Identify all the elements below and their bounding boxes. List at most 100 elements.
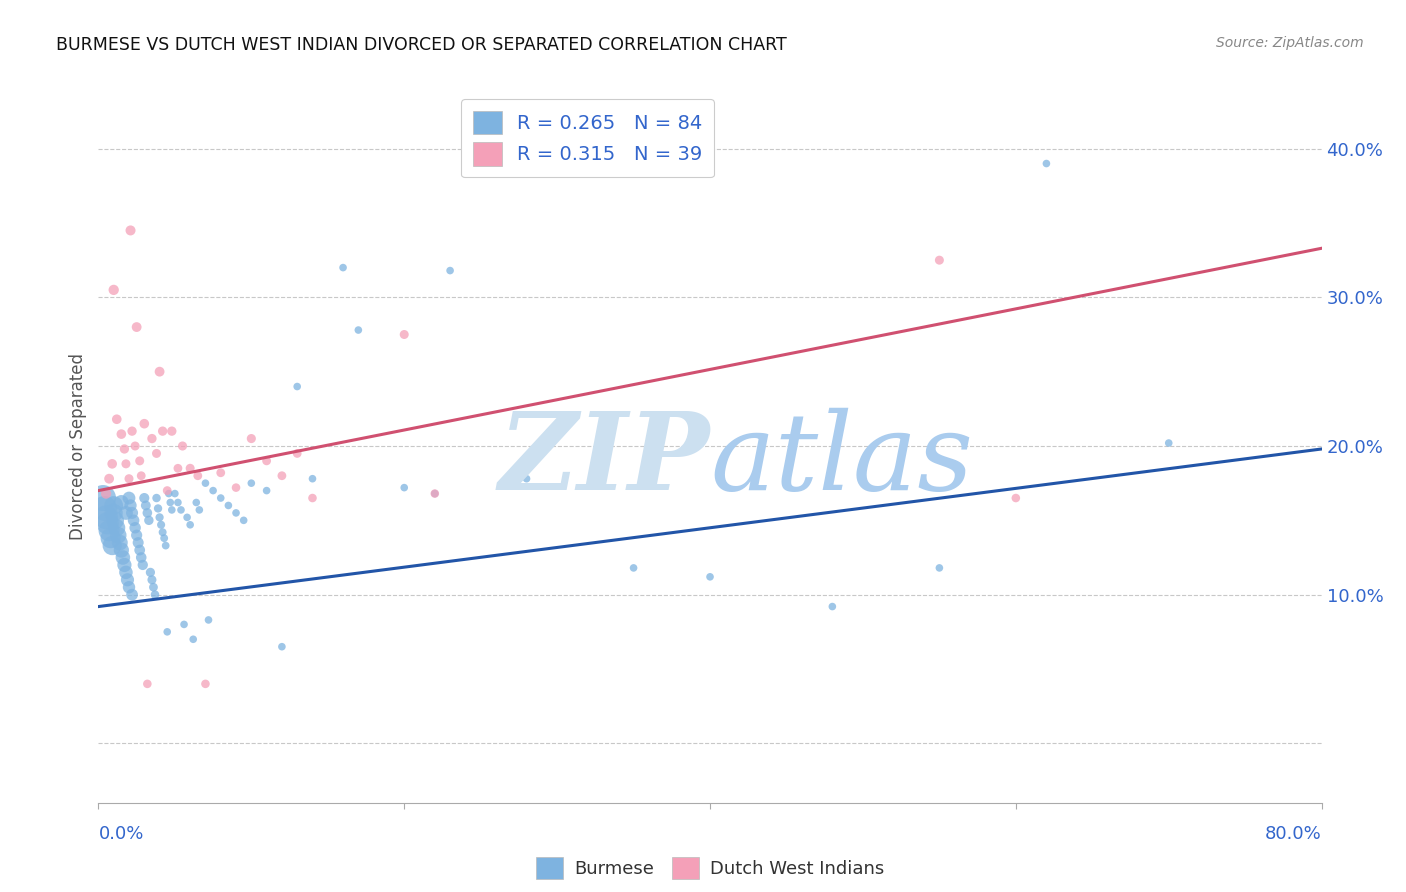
Point xyxy=(139,566,162,580)
Text: 0.0%: 0.0% xyxy=(98,825,143,843)
Point xyxy=(121,506,143,520)
Point xyxy=(172,439,194,453)
Text: 80.0%: 80.0% xyxy=(1265,825,1322,843)
Point xyxy=(101,539,124,553)
Point xyxy=(623,561,645,575)
Point xyxy=(108,535,131,549)
Point xyxy=(142,580,165,594)
Point xyxy=(157,486,180,500)
Point xyxy=(117,573,139,587)
Point xyxy=(124,439,146,453)
Point xyxy=(209,491,232,505)
Point xyxy=(423,486,446,500)
Point xyxy=(159,495,181,509)
Point xyxy=(98,472,121,486)
Point xyxy=(115,457,138,471)
Point xyxy=(1004,491,1026,505)
Point xyxy=(1035,156,1057,170)
Text: BURMESE VS DUTCH WEST INDIAN DIVORCED OR SEPARATED CORRELATION CHART: BURMESE VS DUTCH WEST INDIAN DIVORCED OR… xyxy=(56,36,787,54)
Point xyxy=(240,432,263,446)
Point xyxy=(104,513,127,527)
Point xyxy=(138,513,160,527)
Point xyxy=(110,495,132,509)
Point xyxy=(285,379,308,393)
Point xyxy=(256,483,278,498)
Point xyxy=(194,476,217,491)
Point xyxy=(179,517,201,532)
Point xyxy=(125,320,148,334)
Point xyxy=(179,461,201,475)
Legend: R = 0.265   N = 84, R = 0.315   N = 39: R = 0.265 N = 84, R = 0.315 N = 39 xyxy=(461,99,714,178)
Point xyxy=(118,491,141,505)
Point xyxy=(270,640,292,654)
Point xyxy=(240,476,263,491)
Point xyxy=(160,424,183,438)
Point xyxy=(134,491,156,505)
Point xyxy=(187,468,209,483)
Point xyxy=(118,580,141,594)
Point xyxy=(928,253,950,268)
Point xyxy=(145,491,167,505)
Point xyxy=(115,566,138,580)
Point xyxy=(181,632,204,647)
Point xyxy=(150,517,173,532)
Point xyxy=(135,499,157,513)
Y-axis label: Divorced or Separated: Divorced or Separated xyxy=(69,352,87,540)
Point xyxy=(110,427,132,442)
Point xyxy=(209,466,232,480)
Point xyxy=(225,481,247,495)
Point xyxy=(392,481,416,495)
Point xyxy=(256,454,278,468)
Point xyxy=(120,223,142,237)
Point xyxy=(699,570,721,584)
Point xyxy=(141,432,163,446)
Point xyxy=(94,510,117,524)
Point xyxy=(122,513,145,527)
Point xyxy=(186,495,208,509)
Point xyxy=(136,506,159,520)
Point xyxy=(928,561,950,575)
Point xyxy=(197,613,219,627)
Point xyxy=(516,472,538,486)
Point xyxy=(155,539,177,553)
Point xyxy=(112,558,135,572)
Point xyxy=(127,535,149,549)
Point xyxy=(128,454,150,468)
Point xyxy=(105,412,128,426)
Point xyxy=(149,510,172,524)
Point xyxy=(188,503,211,517)
Point xyxy=(129,468,152,483)
Point xyxy=(143,588,166,602)
Text: atlas: atlas xyxy=(710,408,973,513)
Point xyxy=(392,327,416,342)
Point xyxy=(202,483,225,498)
Point xyxy=(153,531,176,545)
Point xyxy=(232,513,254,527)
Point xyxy=(112,442,135,456)
Text: Source: ZipAtlas.com: Source: ZipAtlas.com xyxy=(1216,36,1364,50)
Point xyxy=(120,499,142,513)
Point xyxy=(156,483,179,498)
Point xyxy=(103,499,125,513)
Point xyxy=(149,365,172,379)
Point xyxy=(136,677,159,691)
Point xyxy=(129,550,152,565)
Point xyxy=(170,503,193,517)
Point xyxy=(332,260,354,275)
Point xyxy=(103,506,125,520)
Point xyxy=(101,457,124,471)
Point xyxy=(121,588,143,602)
Point xyxy=(439,263,461,277)
Point xyxy=(152,424,174,438)
Point xyxy=(167,461,190,475)
Point xyxy=(145,446,167,460)
Point xyxy=(91,491,114,505)
Point xyxy=(194,677,217,691)
Point xyxy=(146,501,169,516)
Point xyxy=(301,472,323,486)
Point xyxy=(301,491,323,505)
Point xyxy=(134,417,156,431)
Point xyxy=(132,558,155,572)
Point xyxy=(156,624,179,639)
Point xyxy=(225,506,247,520)
